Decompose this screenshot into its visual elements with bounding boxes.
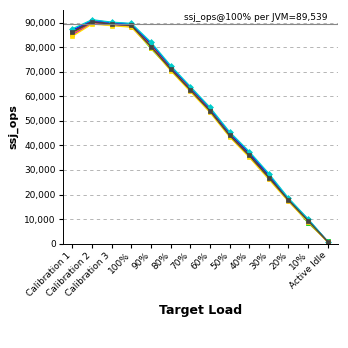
Y-axis label: ssj_ops: ssj_ops <box>8 105 19 149</box>
X-axis label: Target Load: Target Load <box>159 303 242 317</box>
Text: ssj_ops@100% per JVM=89,539: ssj_ops@100% per JVM=89,539 <box>184 13 328 22</box>
